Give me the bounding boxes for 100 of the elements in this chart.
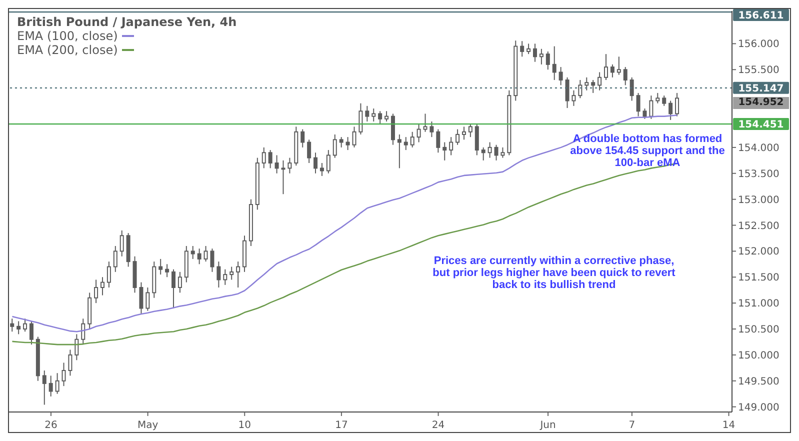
x-tick-label: 17 (335, 420, 348, 431)
candlestick (210, 248, 214, 272)
x-tick-label: 24 (432, 420, 445, 431)
candlestick (204, 245, 208, 262)
candlestick (649, 95, 654, 120)
candlestick (630, 76, 634, 102)
x-tick-label: 14 (722, 420, 736, 431)
candlestick (165, 264, 170, 278)
ref-line-label: 154.451 (738, 120, 784, 131)
candlestick (23, 318, 28, 332)
candlestick (230, 266, 234, 280)
candlestick (378, 110, 382, 125)
candlestick (346, 136, 350, 151)
x-tick-label: Jun (539, 420, 556, 431)
candlestick (442, 142, 447, 161)
x-tick-label: 26 (44, 420, 58, 431)
candlestick (668, 100, 673, 120)
x-tick-label: May (137, 420, 158, 431)
candlestick (488, 142, 492, 158)
candlestick (120, 230, 124, 257)
y-tick-label: 150.500 (738, 324, 780, 336)
candlestick (462, 126, 466, 140)
candlestick (197, 248, 202, 265)
candlestick (642, 108, 647, 120)
candlestick (262, 146, 266, 169)
candlestick (372, 108, 376, 122)
candlestick (558, 66, 563, 86)
candlestick (552, 46, 556, 80)
x-tick-label: 10 (238, 420, 251, 431)
candlestick (94, 279, 98, 304)
candlestick (113, 245, 118, 272)
candlestick (623, 66, 628, 86)
candlestick (339, 136, 344, 148)
candlestick (223, 268, 228, 286)
candlestick (662, 95, 666, 106)
x-tick-label: 7 (628, 420, 636, 431)
candlestick (81, 318, 86, 346)
candlestick (307, 139, 312, 164)
candlestick (139, 282, 144, 314)
candlestick (572, 90, 576, 106)
y-tick-label: 154.000 (738, 142, 780, 154)
ref-line-label: 155.147 (738, 83, 784, 94)
candlestick (288, 157, 292, 174)
y-tick-label: 153.500 (738, 168, 780, 180)
text: 154.952 (733, 97, 789, 110)
legend-label: EMA (100, close) (17, 29, 118, 43)
candlestick (146, 287, 150, 312)
candlestick (352, 126, 356, 148)
candlestick (675, 92, 680, 117)
candlestick (326, 150, 330, 174)
candlestick (494, 144, 498, 161)
candlestick (636, 92, 640, 117)
candlestick (358, 102, 363, 135)
candlestick (100, 276, 104, 296)
y-tick-label: 149.000 (738, 402, 780, 414)
candlestick (533, 43, 537, 62)
y-tick-label: 156.000 (738, 39, 780, 50)
candlestick (10, 318, 14, 332)
candlestick (68, 349, 72, 376)
candlestick (62, 362, 66, 387)
candlestick (384, 110, 389, 122)
ref-line-label: 156.611 (738, 10, 784, 22)
candlestick (268, 150, 272, 169)
candlestick (274, 154, 279, 174)
candlestick (390, 113, 395, 146)
candlestick (616, 56, 621, 76)
candlestick (539, 48, 544, 65)
candlestick (397, 134, 402, 169)
legend-label: EMA (200, close) (17, 43, 118, 57)
candlestick (42, 370, 46, 406)
candlestick (610, 64, 614, 78)
candlestick (449, 136, 454, 156)
candlestick (481, 146, 486, 161)
candlestick (29, 320, 34, 346)
candlestick (416, 124, 421, 143)
candlestick (474, 124, 479, 156)
candlestick (216, 261, 221, 288)
candlestick (584, 76, 589, 91)
annotation: Prices are currently within a corrective phase, but prior legs higher have been quick to revert back to its bullish trend (432, 255, 676, 291)
candlestick (48, 375, 53, 397)
y-tick-label: 151.500 (738, 272, 780, 284)
candlestick (158, 258, 163, 276)
candlestick (300, 128, 305, 148)
candlestick (190, 245, 195, 260)
chart-title: British Pound / Japanese Yen, 4h (17, 15, 237, 29)
candlestick (16, 320, 21, 335)
candlestick (520, 40, 524, 58)
candlestick (468, 124, 472, 138)
candlestick (656, 92, 660, 104)
y-tick-label: 151.000 (738, 298, 780, 310)
y-tick-label: 152.500 (738, 220, 780, 232)
candlestick (236, 261, 240, 288)
y-tick-label: 152.000 (738, 246, 780, 258)
candlestick (320, 162, 324, 176)
candlestick (410, 131, 414, 148)
y-tick-label: 149.500 (738, 376, 780, 388)
candlestick (500, 146, 505, 158)
candlestick (430, 120, 434, 138)
candlestick (526, 43, 531, 55)
candlestick (423, 113, 428, 132)
